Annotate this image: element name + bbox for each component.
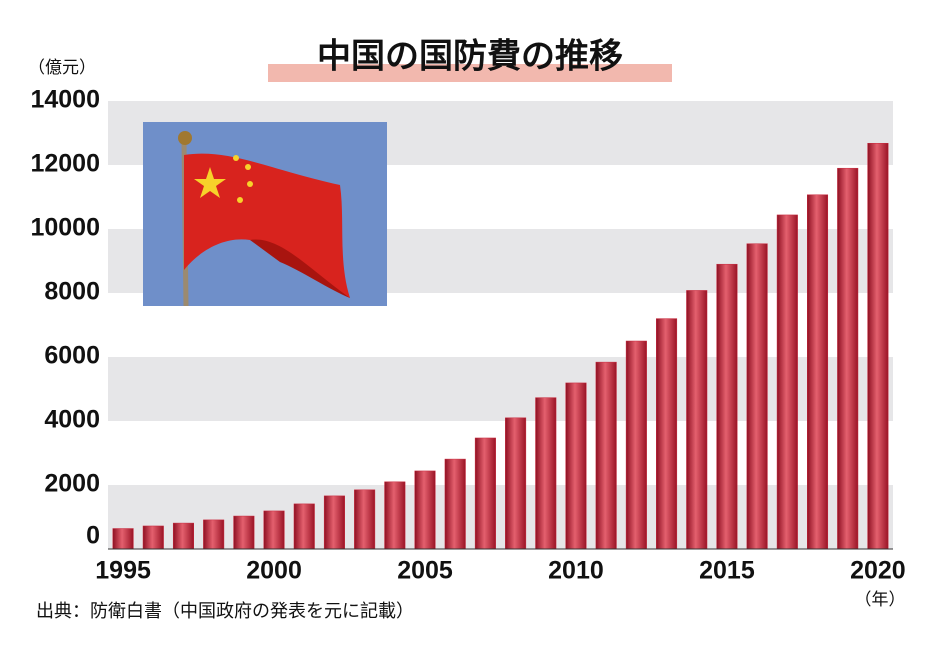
y-unit: （億元） <box>28 58 96 78</box>
bar <box>263 510 285 550</box>
x-tick-label: 2020 <box>850 557 906 585</box>
bar <box>656 318 678 550</box>
bar <box>474 437 496 550</box>
y-tick-label: 8000 <box>44 278 100 306</box>
x-tick-label: 2005 <box>397 557 453 585</box>
bar <box>595 361 617 550</box>
x-tick-label: 2000 <box>246 557 302 585</box>
bar <box>686 290 708 550</box>
bar <box>776 214 798 550</box>
bar <box>142 525 164 550</box>
y-tick-label: 2000 <box>44 470 100 498</box>
bar <box>354 489 376 550</box>
y-tick-label: 6000 <box>44 342 100 370</box>
bar <box>444 458 466 550</box>
bar <box>293 503 315 550</box>
bar <box>414 470 436 550</box>
bar <box>233 515 255 550</box>
bar <box>716 263 738 550</box>
chart-title: 中国の国防費の推移 <box>317 37 623 77</box>
bar <box>172 522 194 550</box>
bar <box>625 340 647 550</box>
y-tick-label: 4000 <box>44 406 100 434</box>
bar <box>837 167 859 550</box>
flag-photo <box>143 122 387 307</box>
bar <box>384 481 406 550</box>
y-tick-label: 12000 <box>30 150 100 178</box>
bar <box>505 417 527 550</box>
x-tick-label: 1995 <box>95 557 151 585</box>
bar <box>746 243 768 550</box>
bar <box>807 194 829 550</box>
x-tick-label: 2015 <box>699 557 755 585</box>
bar <box>565 382 587 550</box>
bar <box>867 142 889 550</box>
grid-band <box>108 421 893 485</box>
y-tick-label: 0 <box>86 522 100 550</box>
bar <box>535 397 557 550</box>
bar <box>112 528 134 550</box>
title-highlight <box>268 64 672 82</box>
grid-band <box>108 485 893 549</box>
bar <box>203 519 225 550</box>
y-tick-label: 10000 <box>30 214 100 242</box>
x-unit: （年） <box>855 590 906 610</box>
bar <box>323 495 345 550</box>
y-tick-label: 14000 <box>30 86 100 114</box>
x-tick-label: 2010 <box>548 557 604 585</box>
source: 出典：防衛白書（中国政府の発表を元に記載） <box>36 601 414 622</box>
grid-band <box>108 357 893 421</box>
